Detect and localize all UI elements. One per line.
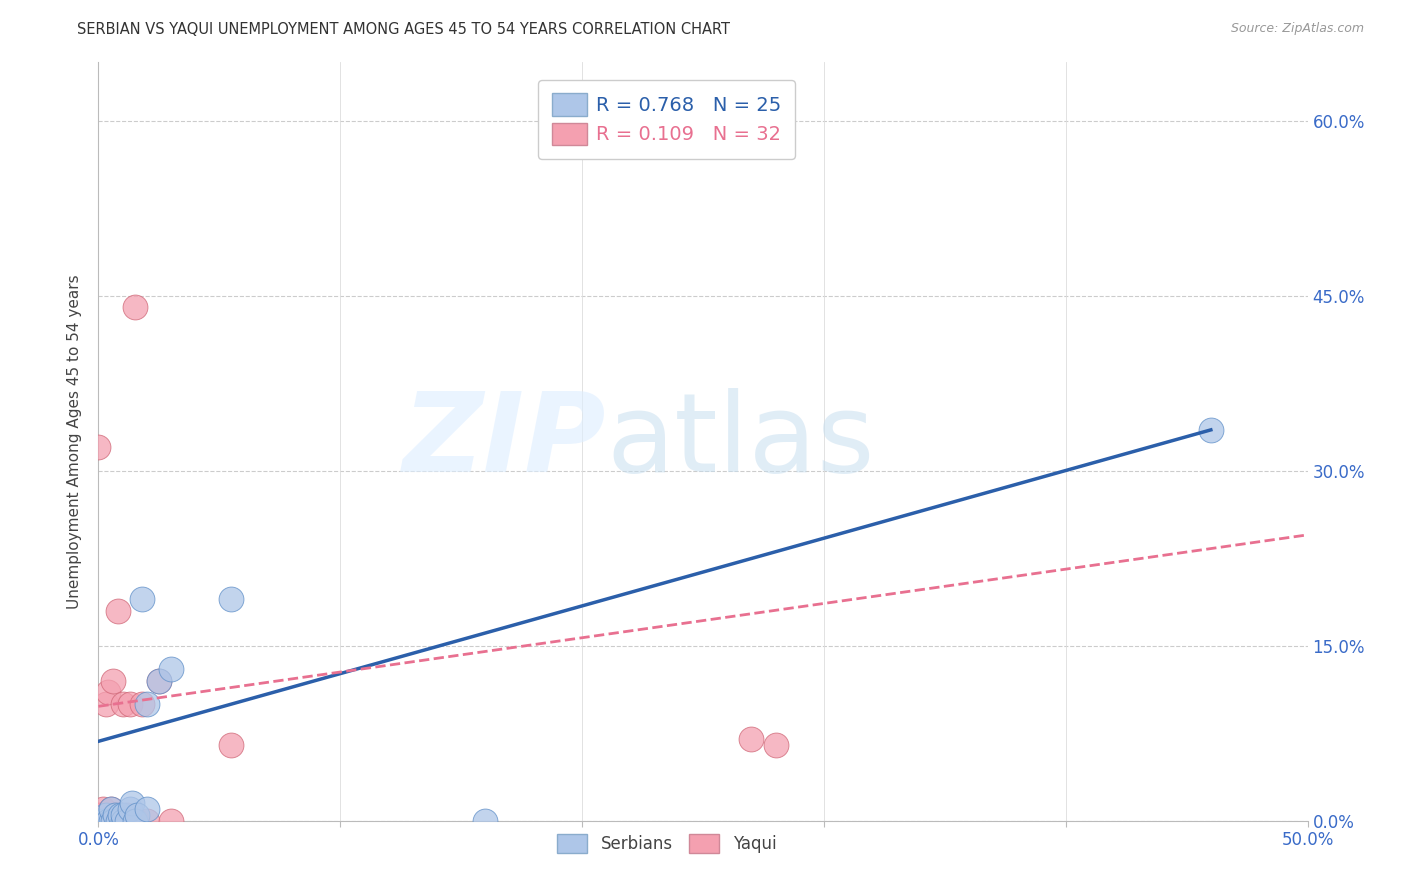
Point bbox=[108, 807, 131, 822]
Point bbox=[474, 814, 496, 828]
Point bbox=[765, 738, 787, 752]
Point bbox=[94, 807, 117, 822]
Point bbox=[107, 814, 129, 828]
Legend: Serbians, Yaqui: Serbians, Yaqui bbox=[548, 826, 785, 862]
Point bbox=[148, 673, 170, 688]
Point bbox=[97, 814, 120, 828]
Point bbox=[131, 592, 153, 607]
Point bbox=[101, 814, 124, 828]
Point bbox=[107, 604, 129, 618]
Point bbox=[117, 814, 139, 828]
Point bbox=[135, 814, 157, 828]
Point bbox=[90, 807, 112, 822]
Text: ZIP: ZIP bbox=[402, 388, 606, 495]
Point bbox=[124, 814, 146, 828]
Point bbox=[111, 697, 134, 711]
Point bbox=[160, 814, 183, 828]
Point bbox=[740, 731, 762, 746]
Point bbox=[111, 814, 134, 828]
Point bbox=[87, 814, 110, 828]
Point bbox=[114, 814, 136, 828]
Text: SERBIAN VS YAQUI UNEMPLOYMENT AMONG AGES 45 TO 54 YEARS CORRELATION CHART: SERBIAN VS YAQUI UNEMPLOYMENT AMONG AGES… bbox=[77, 22, 730, 37]
Point bbox=[108, 807, 131, 822]
Point bbox=[117, 807, 139, 822]
Text: Source: ZipAtlas.com: Source: ZipAtlas.com bbox=[1230, 22, 1364, 36]
Point bbox=[101, 673, 124, 688]
Point bbox=[87, 441, 110, 455]
Point bbox=[135, 802, 157, 816]
Point bbox=[90, 814, 112, 828]
Point bbox=[127, 814, 149, 828]
Point bbox=[94, 697, 117, 711]
Point bbox=[221, 592, 243, 607]
Point bbox=[87, 807, 110, 822]
Point bbox=[148, 673, 170, 688]
Point bbox=[101, 814, 124, 828]
Point bbox=[124, 301, 146, 315]
Point bbox=[118, 697, 141, 711]
Point bbox=[135, 697, 157, 711]
Y-axis label: Unemployment Among Ages 45 to 54 years: Unemployment Among Ages 45 to 54 years bbox=[67, 274, 83, 609]
Point bbox=[221, 738, 243, 752]
Point bbox=[104, 807, 127, 822]
Point bbox=[131, 697, 153, 711]
Point bbox=[100, 814, 122, 828]
Point bbox=[118, 802, 141, 816]
Point bbox=[91, 814, 114, 828]
Point bbox=[121, 796, 143, 810]
Point bbox=[111, 814, 134, 828]
Point bbox=[97, 814, 120, 828]
Point bbox=[87, 814, 110, 828]
Point bbox=[97, 685, 120, 699]
Point bbox=[1199, 423, 1222, 437]
Point bbox=[100, 802, 122, 816]
Point bbox=[160, 662, 183, 676]
Point bbox=[111, 807, 134, 822]
Text: atlas: atlas bbox=[606, 388, 875, 495]
Point bbox=[94, 814, 117, 828]
Point bbox=[100, 814, 122, 828]
Point bbox=[107, 814, 129, 828]
Point bbox=[104, 807, 127, 822]
Point bbox=[91, 802, 114, 816]
Point bbox=[127, 807, 149, 822]
Point bbox=[100, 802, 122, 816]
